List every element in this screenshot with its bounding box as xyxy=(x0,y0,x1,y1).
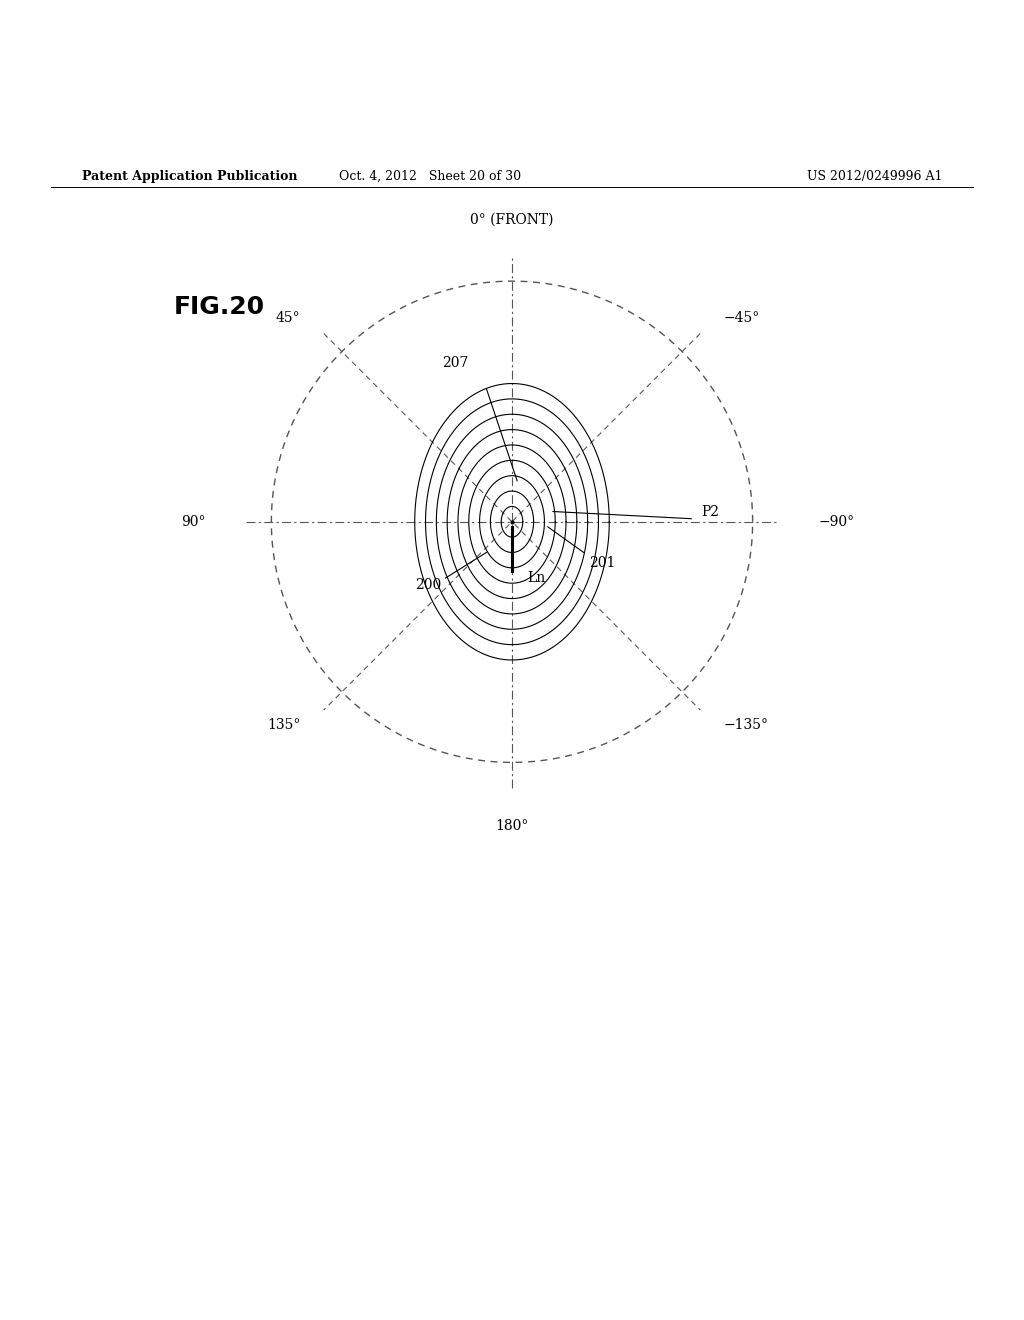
Text: 90°: 90° xyxy=(181,515,206,529)
Text: 180°: 180° xyxy=(496,818,528,833)
Text: Oct. 4, 2012   Sheet 20 of 30: Oct. 4, 2012 Sheet 20 of 30 xyxy=(339,170,521,183)
Text: 0° (FRONT): 0° (FRONT) xyxy=(470,213,554,227)
Text: US 2012/0249996 A1: US 2012/0249996 A1 xyxy=(807,170,942,183)
Text: Patent Application Publication: Patent Application Publication xyxy=(82,170,297,183)
Text: 207: 207 xyxy=(442,356,469,370)
Text: FIG.20: FIG.20 xyxy=(174,294,265,318)
Text: −135°: −135° xyxy=(724,718,769,733)
Text: 201: 201 xyxy=(589,556,615,570)
Text: 200: 200 xyxy=(415,578,441,593)
Text: −45°: −45° xyxy=(724,312,760,325)
Text: 45°: 45° xyxy=(275,312,300,325)
Text: P2: P2 xyxy=(701,504,720,519)
Text: Ln: Ln xyxy=(527,572,546,585)
Text: −90°: −90° xyxy=(818,515,854,529)
Text: 135°: 135° xyxy=(267,718,300,733)
